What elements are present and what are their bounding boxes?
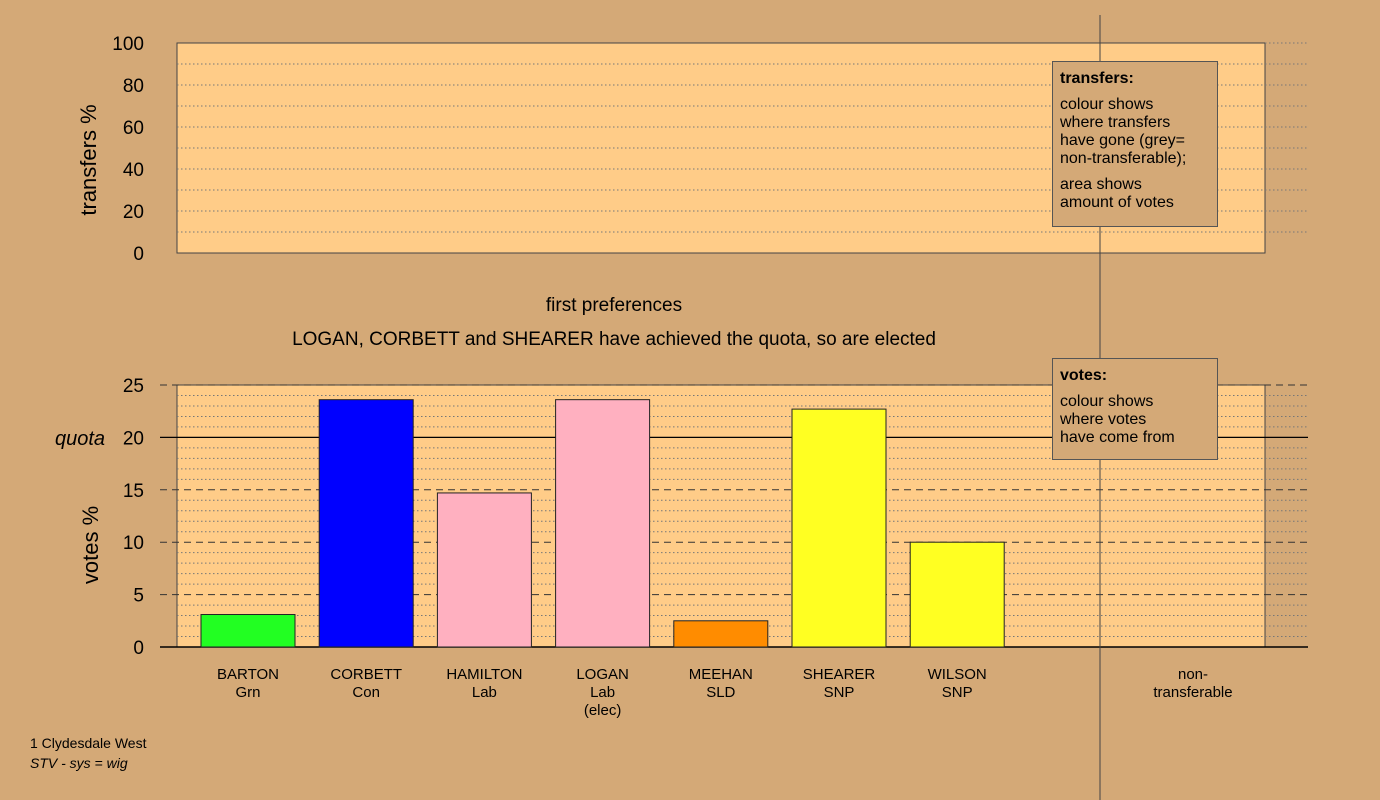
- votes-y-axis-label: votes %: [78, 506, 103, 584]
- candidate-name-label: MEEHAN: [689, 666, 753, 683]
- vote-bar: [200, 614, 296, 648]
- candidate-party-label: SNP: [824, 684, 855, 701]
- candidate-name-label: SHEARER: [803, 666, 876, 683]
- candidate-party-label: SLD: [706, 684, 735, 701]
- candidate-name-label: BARTON: [217, 666, 279, 683]
- votes-legend: votes: colour shows where votes have com…: [1052, 358, 1218, 460]
- transfers-y-tick-label: 40: [123, 160, 144, 181]
- chart-subtitle: LOGAN, CORBETT and SHEARER have achieved…: [292, 329, 936, 350]
- transfers-legend-title: transfers:: [1060, 70, 1134, 87]
- candidate-party-label: Lab: [472, 684, 497, 701]
- transfers-legend-line: colour shows: [1060, 96, 1154, 113]
- transfers-y-tick-label: 100: [112, 34, 144, 55]
- vote-bar: [909, 541, 1005, 648]
- transfers-legend-line: area shows: [1060, 176, 1142, 193]
- candidate-party-label: SNP: [942, 684, 973, 701]
- vote-bar: [436, 492, 532, 648]
- nontransferable-label-line1: non-: [1178, 666, 1208, 683]
- candidate-party-label: Grn: [235, 684, 260, 701]
- votes-legend-line: where votes: [1060, 411, 1147, 428]
- quota-label: quota: [55, 428, 105, 450]
- candidate-party-label: Lab: [590, 684, 615, 701]
- candidate-name-label: CORBETT: [330, 666, 402, 683]
- vote-bar: [673, 620, 769, 648]
- votes-legend-line: have come from: [1060, 429, 1175, 446]
- vote-bar: [555, 399, 651, 648]
- candidate-name-label: LOGAN: [576, 666, 629, 683]
- constituency-label: 1 Clydesdale West: [30, 735, 147, 751]
- candidate-name-label: HAMILTON: [446, 666, 522, 683]
- system-label: STV - sys = wig: [30, 755, 128, 771]
- transfers-y-tick-label: 80: [123, 76, 144, 97]
- nontransferable-label-line2: transferable: [1153, 684, 1232, 701]
- transfers-legend: transfers: colour shows where transfers …: [1052, 61, 1218, 227]
- votes-legend-title: votes:: [1060, 367, 1108, 384]
- transfers-y-tick-label: 0: [133, 244, 144, 265]
- votes-y-tick-label: 20: [123, 428, 144, 449]
- vote-bar: [318, 399, 414, 648]
- transfers-y-tick-label: 20: [123, 202, 144, 223]
- candidate-elected-note: (elec): [584, 702, 622, 719]
- candidate-name-label: WILSON: [928, 666, 987, 683]
- transfers-legend-line: amount of votes: [1060, 194, 1174, 211]
- chart-title: first preferences: [546, 295, 682, 316]
- candidate-party-label: Con: [352, 684, 380, 701]
- votes-y-tick-label: 25: [123, 376, 144, 397]
- transfers-legend-line: non-transferable);: [1060, 150, 1187, 167]
- votes-y-tick-label: 0: [133, 638, 144, 659]
- votes-y-tick-label: 15: [123, 481, 144, 502]
- transfers-y-tick-label: 60: [123, 118, 144, 139]
- transfers-y-axis-label: transfers %: [76, 104, 101, 215]
- votes-y-tick-label: 10: [123, 533, 144, 554]
- transfers-legend-line: where transfers: [1060, 114, 1171, 131]
- votes-legend-line: colour shows: [1060, 393, 1154, 410]
- vote-bar: [791, 408, 887, 648]
- votes-y-tick-label: 5: [133, 586, 144, 607]
- transfers-legend-line: have gone (grey=: [1060, 132, 1185, 149]
